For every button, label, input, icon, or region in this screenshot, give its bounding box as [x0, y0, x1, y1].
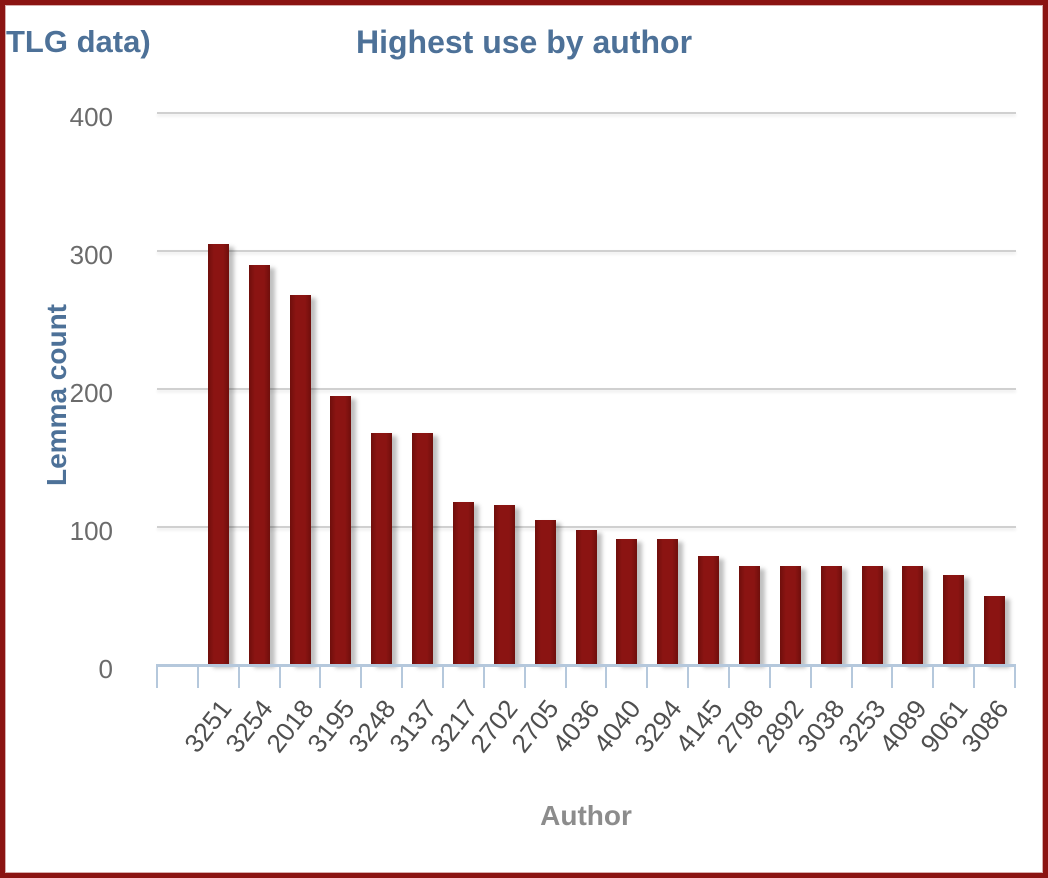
bar-2798	[738, 566, 760, 665]
bar-2892	[779, 566, 801, 665]
x-tick-13	[687, 664, 690, 688]
bar-3137	[412, 433, 434, 665]
x-tick-label-3086: 3086	[954, 694, 1015, 759]
x-tick-14	[728, 664, 730, 688]
x-tick-20	[973, 664, 976, 688]
bar-3086	[984, 596, 1006, 665]
x-tick-17	[850, 664, 853, 688]
bar-9061	[943, 575, 965, 665]
x-tick-16	[809, 664, 812, 688]
bar-3254	[248, 265, 270, 665]
x-tick-10	[564, 664, 567, 688]
x-tick-12	[646, 664, 649, 688]
bar-3038	[820, 566, 842, 665]
gridline-300	[157, 250, 1016, 252]
x-tick-15	[768, 664, 771, 688]
x-tick-8	[482, 664, 485, 688]
x-tick-4	[319, 664, 322, 688]
bar-3253	[861, 566, 883, 665]
bar-3294	[657, 539, 679, 665]
header-left-text: TLG data)	[6, 24, 151, 59]
x-axis-line	[157, 664, 1016, 667]
gridline-100	[157, 526, 1016, 528]
x-tick-2	[237, 664, 240, 688]
x-tick-19	[932, 664, 935, 688]
x-tick-3	[278, 664, 281, 688]
x-tick-0	[156, 664, 158, 688]
x-tick-21	[1014, 664, 1016, 688]
x-tick-6	[401, 664, 404, 688]
chart-title: Highest use by author	[355, 24, 693, 60]
x-tick-9	[523, 664, 526, 688]
y-tick-label-200: 200	[69, 378, 113, 408]
y-tick-label-0: 0	[98, 654, 113, 684]
x-tick-1	[196, 664, 199, 688]
gridline-400	[157, 112, 1016, 114]
bar-4036	[575, 530, 597, 665]
bar-4089	[902, 566, 924, 665]
y-tick-label-400: 400	[69, 102, 113, 132]
bar-4145	[698, 556, 720, 665]
y-tick-label-300: 300	[69, 240, 113, 270]
bar-2702	[493, 505, 515, 665]
bar-3217	[452, 502, 474, 665]
gridline-200	[157, 388, 1016, 390]
x-axis-title: Author	[540, 800, 632, 831]
x-tick-5	[360, 664, 363, 688]
x-tick-11	[605, 664, 608, 688]
x-tick-7	[442, 664, 444, 688]
bar-3248	[371, 433, 393, 665]
y-tick-label-100: 100	[69, 516, 113, 546]
bar-2018	[289, 295, 311, 665]
bar-3251	[207, 244, 229, 665]
x-tick-18	[891, 664, 894, 688]
bar-4040	[616, 539, 638, 665]
bar-2705	[534, 520, 556, 665]
bar-3195	[330, 396, 352, 665]
